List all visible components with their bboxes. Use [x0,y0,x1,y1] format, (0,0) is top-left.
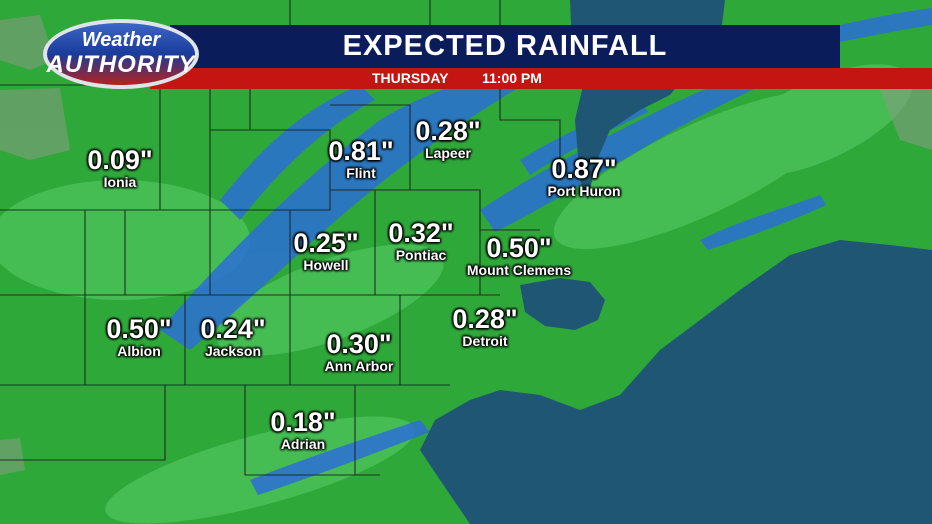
rain-amount: 0.25" [293,228,359,258]
city-name: Jackson [204,343,262,359]
rain-amount: 0.81" [328,136,394,166]
rain-amount: 0.09" [87,145,153,175]
moderate-rain-bands [160,8,932,495]
rain-amount: 0.28" [415,116,481,146]
city-name: Flint [346,165,376,181]
city-label: 0.50" Albion [106,315,171,359]
logo-line1: Weather [81,29,161,51]
rain-amount: 0.18" [270,407,336,437]
city-name: Adrian [280,436,326,452]
city-label: 0.28" Detroit [452,305,517,349]
rain-amount: 0.50" [106,314,172,344]
rain-amount: 0.30" [326,329,392,359]
title-banner: EXPECTED RAINFALL [170,25,840,71]
rain-amount: 0.87" [551,154,617,184]
city-label: 0.24" Jackson [200,315,265,359]
terrain-patches [0,15,932,475]
logo-badge-icon [43,19,199,89]
logo-line2: AUTHORITY [46,51,196,78]
city-name: Detroit [462,333,508,349]
rain-amount: 0.28" [452,304,518,334]
rain-amount: 0.32" [388,218,454,248]
banner-title: EXPECTED RAINFALL [342,30,668,62]
rain-amount: 0.50" [486,233,552,263]
city-label: 0.32" Pontiac [388,219,453,263]
city-name: Howell [303,257,349,273]
subtitle-banner: THURSDAY 11:00 PM [150,68,932,89]
city-name: Ann Arbor [324,358,394,374]
city-label: 0.87" Port Huron [547,155,620,199]
city-label: 0.81" Flint [328,137,393,181]
city-label: 0.30" Ann Arbor [325,330,394,374]
city-label: 0.50" Mount Clemens [467,234,571,278]
lake-st-clair [520,278,605,330]
rain-amount: 0.24" [200,314,266,344]
lake-erie [420,240,932,524]
city-label: 0.09" Ionia [87,146,152,190]
city-name: Pontiac [395,247,447,263]
city-name: Mount Clemens [466,262,572,278]
city-name: Ionia [103,174,137,190]
banner-time: 11:00 PM [482,70,542,86]
city-name: Albion [117,343,161,359]
city-label: 0.18" Adrian [270,408,335,452]
banner-day: THURSDAY [372,70,449,86]
city-name: Port Huron [547,183,621,199]
city-name: Lapeer [425,145,471,161]
city-label: 0.28" Lapeer [415,117,480,161]
weather-authority-logo: Weather AUTHORITY [42,18,200,90]
city-label: 0.25" Howell [293,229,358,273]
